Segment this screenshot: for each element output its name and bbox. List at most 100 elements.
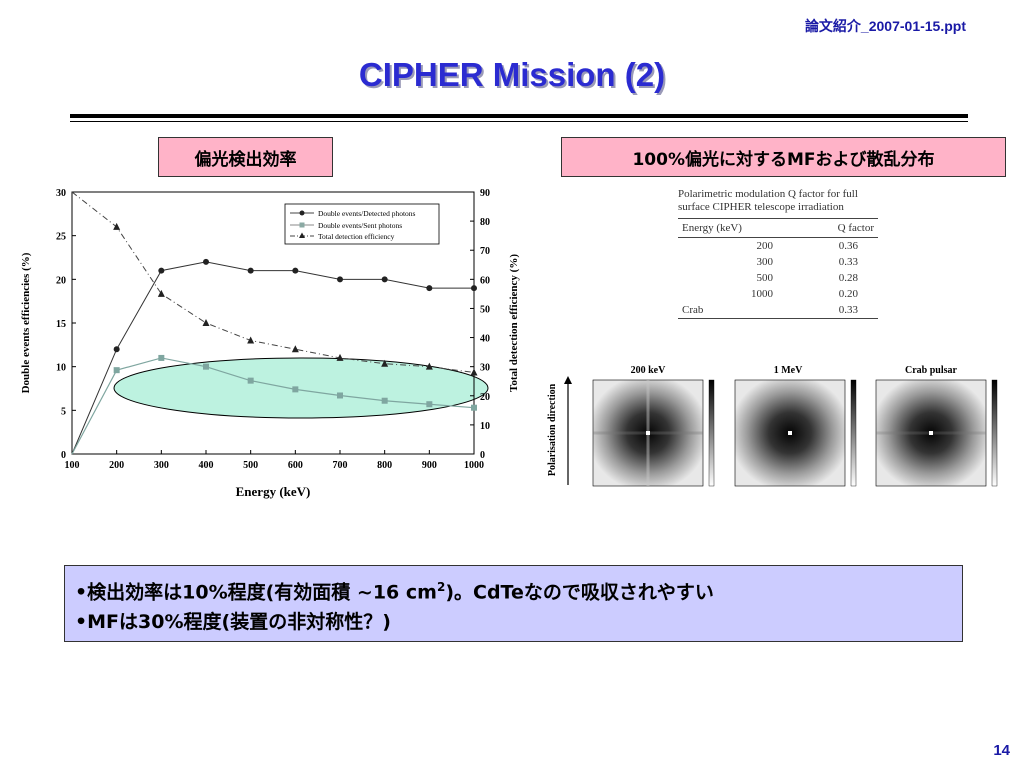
- table-row: 500 0.28: [756, 272, 858, 284]
- x-tick-label: 700: [333, 460, 348, 471]
- y-right-tick-label: 20: [480, 392, 490, 403]
- point-total: [202, 319, 210, 326]
- legend-label-1: Double events/Detected photons: [318, 209, 416, 218]
- map-title: Crab pulsar: [905, 365, 958, 376]
- point-total: [381, 359, 389, 367]
- point-total: [113, 222, 121, 230]
- title-rule-thin: [70, 121, 968, 122]
- x-tick-label: 300: [154, 460, 169, 471]
- legend-label-2: Double events/Sent photons: [318, 221, 402, 230]
- point-total: [157, 289, 165, 297]
- point-sent: [337, 392, 343, 399]
- legend-marker-circle: [299, 210, 305, 216]
- x-tick-label: 900: [422, 460, 437, 471]
- polarisation-axis-label: Polarisation direction: [547, 383, 558, 476]
- page-number: 14: [993, 742, 1010, 759]
- caption-line-1: Polarimetric modulation Q factor for ful…: [678, 188, 858, 200]
- map-title: 200 keV: [631, 365, 667, 376]
- y-right-tick-label: 60: [480, 275, 490, 286]
- point-total: [425, 362, 433, 370]
- caption-line-2: surface CIPHER telescope irradiation: [678, 201, 844, 213]
- series-line-total: [71, 191, 475, 373]
- point-sent: [113, 367, 120, 374]
- point-detected: [158, 267, 165, 274]
- table-caption: Polarimetric modulation Q factor for ful…: [678, 188, 878, 214]
- point-detected: [247, 267, 254, 274]
- y-right-tick-label: 50: [480, 304, 490, 315]
- q-factor-table: Polarimetric modulation Q factor for ful…: [678, 188, 878, 319]
- point-detected: [203, 258, 209, 265]
- title-rule-thick: [70, 114, 968, 118]
- slide-title: CIPHER Mission (2): [358, 56, 666, 93]
- col-q-factor: Q factor: [799, 218, 878, 238]
- highlight-ellipse: [113, 357, 489, 419]
- y-right-tick-label: 90: [480, 188, 490, 199]
- legend-marker-triangle: [299, 232, 305, 238]
- y-axis-left-label: Double events efficiencies (%): [20, 252, 32, 393]
- point-sent: [292, 386, 299, 393]
- y-right-tick-label: 40: [480, 334, 490, 345]
- y-left-tick-label: 25: [56, 232, 66, 243]
- x-tick-label: 100: [65, 460, 80, 471]
- point-detected: [113, 346, 120, 353]
- table-row: 200 0.36: [756, 240, 858, 252]
- y-right-tick-label: 30: [480, 363, 490, 374]
- bullet-line-2: •MFは30%程度(装置の非対称性？): [75, 611, 391, 634]
- x-tick-label: 600: [288, 460, 303, 471]
- arrow-head-icon: [564, 376, 572, 384]
- y-left-tick-label: 5: [61, 406, 66, 417]
- y-left-tick-label: 10: [56, 363, 66, 374]
- bullet-line-1: •検出効率は10%程度(有効面積 ~16 cm2)。CdTeなので吸収されやすい: [75, 580, 714, 604]
- table-row: 1000 0.20: [751, 288, 858, 300]
- notes-box: •検出効率は10%程度(有効面積 ~16 cm2)。CdTeなので吸収されやすい…: [64, 565, 963, 642]
- y-right-tick-label: 0: [480, 450, 485, 461]
- axis-ticks: [71, 191, 475, 455]
- point-sent: [471, 404, 477, 411]
- x-tick-label: 400: [199, 460, 214, 471]
- col-energy: Energy (keV): [678, 218, 800, 238]
- point-sent: [247, 377, 254, 384]
- mf-distribution-label: 100%偏光に対するMFおよび散乱分布: [561, 137, 1006, 177]
- file-name: 論文紹介_2007-01-15.ppt: [804, 18, 966, 34]
- series-layer: [71, 191, 478, 455]
- legend-marker-square: [299, 222, 305, 228]
- x-tick-label: 200: [109, 460, 124, 471]
- table-row: Crab 0.33: [678, 302, 878, 319]
- y-axis-right-label: Total detection efficiency (%): [508, 254, 520, 392]
- efficiency-chart: 100 200 300 400 500 600 700 800 900 1000051015202…: [20, 188, 520, 499]
- y-left-tick-label: 0: [61, 450, 66, 461]
- point-total: [470, 368, 478, 376]
- legend-label-3: Total detection efficiency: [318, 232, 395, 241]
- point-sent: [203, 363, 209, 370]
- map-title: 1 MeV: [774, 365, 803, 376]
- scatter-distribution-maps: Polarisation direction 200 keV 1 MeV Cra…: [547, 365, 998, 487]
- x-axis-label: Energy (keV): [236, 484, 311, 499]
- y-left-tick-label: 15: [56, 319, 66, 330]
- x-tick-label: 1000: [464, 460, 484, 471]
- point-detected: [426, 285, 433, 292]
- point-detected: [471, 285, 477, 292]
- y-right-tick-label: 80: [480, 217, 490, 228]
- y-left-tick-label: 20: [56, 275, 66, 286]
- table-row: 300 0.33: [756, 256, 858, 268]
- point-detected: [292, 267, 299, 274]
- x-tick-label: 500: [243, 460, 258, 471]
- y-right-tick-label: 70: [480, 246, 490, 257]
- point-sent: [158, 354, 165, 361]
- x-tick-label: 800: [377, 460, 392, 471]
- point-total: [291, 345, 299, 353]
- point-sent: [381, 397, 388, 404]
- point-detected: [381, 276, 388, 283]
- legend: Double events/Detected photons Double ev…: [284, 203, 440, 245]
- efficiency-label: 偏光検出効率: [158, 137, 333, 177]
- point-detected: [337, 276, 343, 283]
- y-left-tick-label: 30: [56, 188, 66, 199]
- point-sent: [426, 401, 433, 408]
- point-total: [247, 336, 255, 344]
- tick-labels: 100 200 300 400 500 600 700 800 900 1000051015202…: [56, 188, 490, 471]
- map-panel-200kev: 200 keV: [592, 365, 715, 487]
- map-panel-1mev: 1 MeV: [734, 365, 857, 487]
- y-right-tick-label: 10: [480, 421, 490, 432]
- legend-box: [284, 203, 440, 245]
- series-line-sent: [71, 357, 475, 455]
